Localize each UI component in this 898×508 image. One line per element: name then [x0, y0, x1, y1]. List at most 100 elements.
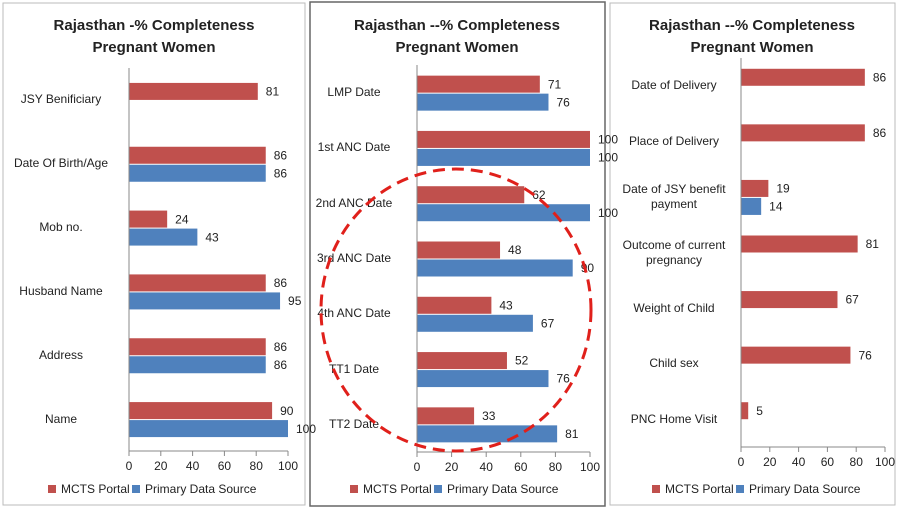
bar — [417, 93, 549, 111]
value-label: 48 — [508, 243, 522, 257]
chart-subtitle: Pregnant Women — [92, 39, 215, 56]
value-label: 24 — [175, 212, 189, 226]
category-label: Date Of Birth/Age — [14, 156, 108, 170]
bar — [417, 425, 558, 443]
x-tick-label: 100 — [278, 459, 298, 473]
value-label: 90 — [280, 404, 294, 418]
category-text: PNC Home Visit — [630, 411, 718, 426]
x-tick-label: 0 — [414, 460, 421, 474]
bar — [417, 314, 533, 332]
chart-title: Rajasthan -% Completeness — [54, 17, 255, 34]
bar — [741, 197, 762, 215]
legend-swatch — [652, 485, 660, 493]
category-label: 4th ANC Date — [317, 306, 391, 321]
value-label: 86 — [274, 166, 288, 180]
value-label: 95 — [288, 294, 302, 308]
value-label: 100 — [598, 151, 618, 165]
value-label: 81 — [266, 85, 280, 99]
legend-label: Primary Data Source — [447, 482, 559, 496]
x-tick-label: 80 — [850, 455, 864, 469]
bar — [741, 235, 858, 253]
category-text: Address — [38, 347, 84, 362]
value-label: 86 — [274, 358, 288, 372]
legend-label: MCTS Portal — [363, 482, 432, 496]
bar — [129, 228, 198, 246]
x-tick-label: 60 — [821, 455, 835, 469]
category-label: LMP Date — [327, 85, 380, 99]
value-label: 76 — [556, 372, 570, 386]
bar — [129, 146, 266, 164]
value-label: 81 — [565, 427, 579, 441]
category-label: Date of Delivery — [631, 78, 717, 93]
legend-swatch — [350, 485, 358, 493]
category-label: Mob no. — [39, 220, 82, 234]
value-label: 86 — [873, 70, 887, 84]
legend-swatch — [48, 485, 56, 493]
chart-subtitle: Pregnant Women — [690, 39, 813, 56]
bar — [417, 407, 475, 425]
category-text: Child sex — [649, 356, 699, 371]
category-label: Weight of Child — [633, 300, 715, 315]
value-label: 67 — [541, 316, 555, 330]
chart-title: Rajasthan --% Completeness — [649, 17, 855, 34]
chart-subtitle: Pregnant Women — [395, 39, 518, 56]
bar — [129, 274, 266, 292]
value-label: 76 — [858, 348, 872, 362]
category-text: Date of Delivery — [631, 78, 717, 93]
value-label: 62 — [532, 188, 546, 202]
x-tick-label: 100 — [875, 455, 895, 469]
category-label: JSY Benificiary — [20, 92, 102, 107]
value-label: 81 — [866, 237, 880, 251]
x-tick-label: 60 — [514, 460, 528, 474]
category-label: Date of JSY benefit payment — [622, 182, 725, 211]
panel-frame — [309, 1, 606, 507]
category-text: Name — [44, 411, 77, 426]
value-label: 86 — [274, 340, 288, 354]
legend-label: MCTS Portal — [665, 482, 734, 496]
legend-label: MCTS Portal — [61, 482, 130, 496]
panel-frame — [2, 2, 306, 506]
value-label: 100 — [598, 206, 618, 220]
x-tick-label: 60 — [218, 459, 232, 473]
highlight-circle — [319, 167, 593, 453]
value-label: 67 — [845, 293, 859, 307]
legend-label: Primary Data Source — [145, 482, 257, 496]
x-tick-label: 20 — [445, 460, 459, 474]
category-text: 3rd ANC Date — [316, 251, 392, 265]
bar — [741, 124, 865, 142]
value-label: 52 — [515, 354, 529, 368]
bar — [129, 164, 266, 182]
x-tick-label: 80 — [250, 459, 264, 473]
category-text: Weight of Child — [633, 300, 715, 315]
value-label: 100 — [296, 422, 316, 436]
bar — [417, 130, 590, 148]
bar — [129, 402, 273, 420]
legend-swatch — [132, 485, 140, 493]
category-label: TT1 Date — [329, 362, 379, 376]
category-label: Child sex — [649, 356, 699, 371]
value-label: 43 — [499, 298, 513, 312]
bar — [741, 68, 865, 86]
value-label: 33 — [482, 409, 496, 423]
category-text: Place of Delivery — [628, 133, 720, 148]
category-text: TT2 Date — [328, 416, 379, 431]
value-label: 86 — [274, 276, 288, 290]
bar — [417, 370, 549, 388]
bar — [741, 346, 851, 364]
x-tick-label: 40 — [792, 455, 806, 469]
category-text: 1st ANC Date — [317, 140, 391, 155]
category-text: 4th ANC Date — [317, 306, 391, 321]
category-text: JSY Benificiary — [20, 92, 102, 107]
legend-label: Primary Data Source — [749, 482, 861, 496]
category-label: 1st ANC Date — [317, 140, 391, 155]
x-tick-label: 100 — [580, 460, 600, 474]
x-tick-label: 20 — [154, 459, 168, 473]
category-label: Outcome of current pregnancy — [623, 238, 726, 267]
value-label: 71 — [548, 77, 562, 91]
value-label: 76 — [556, 95, 570, 109]
value-label: 14 — [769, 200, 783, 214]
bar — [129, 292, 281, 310]
category-label: Husband Name — [19, 284, 102, 298]
x-tick-label: 80 — [549, 460, 563, 474]
